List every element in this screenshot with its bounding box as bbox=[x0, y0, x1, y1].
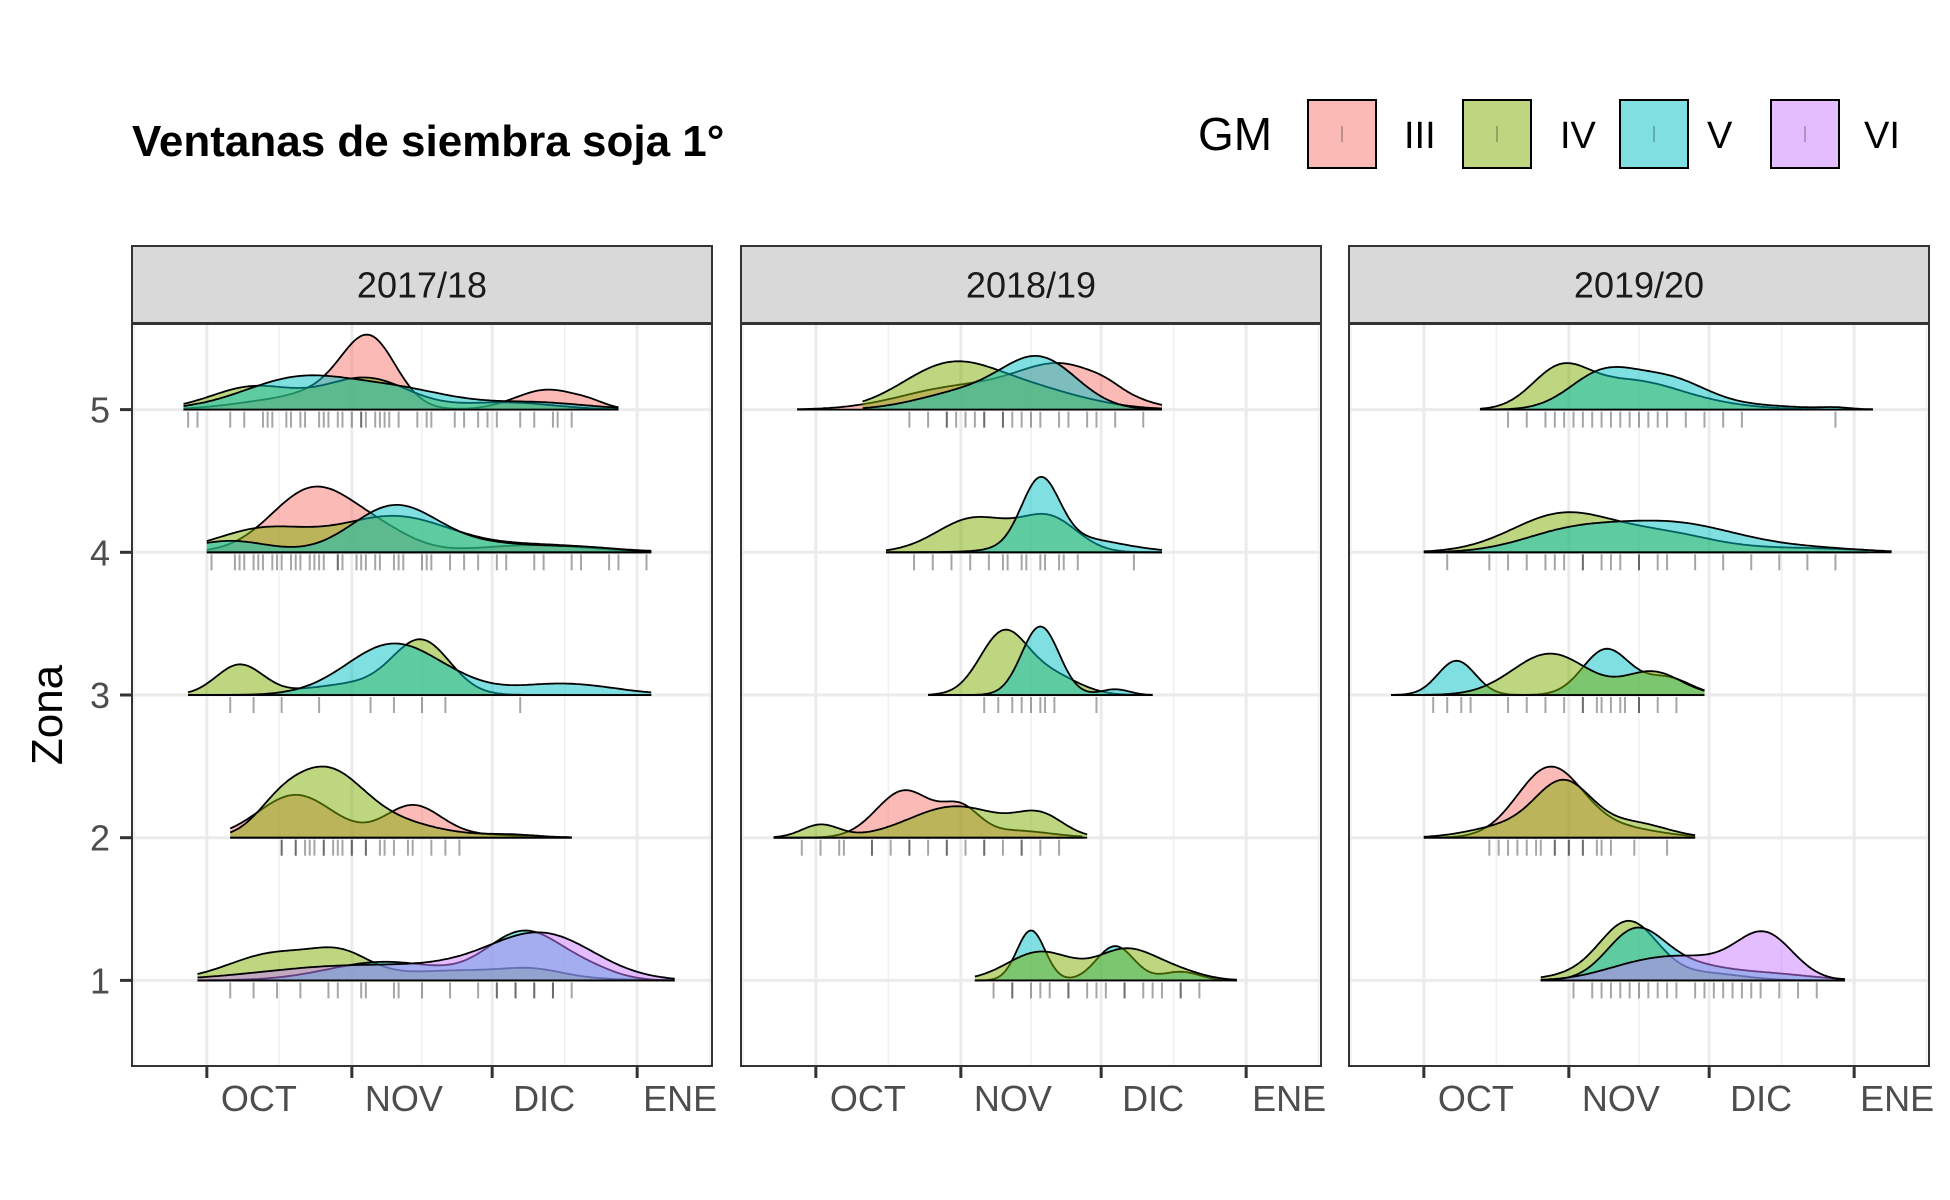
ridge-outline-zona2-gmIV bbox=[773, 805, 1088, 838]
ridge-outline-zona4-gmV bbox=[1423, 519, 1892, 553]
facet-strip-label: 2019/20 bbox=[1574, 265, 1704, 306]
y-tick-label: 4 bbox=[90, 532, 110, 573]
legend-title: GM bbox=[1198, 108, 1272, 160]
x-tick-label: ENE bbox=[643, 1078, 717, 1119]
panel-2019-20: 2019/20 OCT NOV DIC ENE bbox=[1348, 245, 1934, 1119]
x-tick-label: DIC bbox=[513, 1078, 575, 1119]
chart-title: Ventanas de siembra soja 1° bbox=[132, 117, 724, 166]
facet-panels: 2017/18 OCT NOV DIC ENE 1 2 3 4 5 2018/19 OCT NOV DIC… bbox=[90, 245, 1934, 1119]
legend-key-V bbox=[1619, 99, 1689, 169]
legend-key-IV bbox=[1462, 99, 1532, 169]
y-tick-label: 5 bbox=[90, 390, 110, 431]
ridge-outline-zona4-gmV bbox=[206, 504, 652, 553]
x-tick-label: NOV bbox=[365, 1078, 443, 1119]
x-tick-label: ENE bbox=[1860, 1078, 1934, 1119]
ridge-fill-zona5-gmV bbox=[183, 375, 619, 410]
panel-2017-18: 2017/18 OCT NOV DIC ENE 1 2 3 4 5 bbox=[90, 245, 717, 1119]
x-tick-label: ENE bbox=[1252, 1078, 1326, 1119]
ridge-fill-zona1-gmIV bbox=[974, 948, 1237, 981]
ridge-outline-zona1-gmIV bbox=[974, 947, 1237, 981]
legend-label-V: V bbox=[1707, 115, 1733, 157]
density-ridges bbox=[1391, 362, 1892, 999]
x-tick-label: OCT bbox=[221, 1078, 297, 1119]
ridge-fill-zona2-gmIV bbox=[773, 806, 1088, 838]
ridge-outline-zona1-gmVI bbox=[1540, 930, 1845, 981]
x-tick-label: DIC bbox=[1122, 1078, 1184, 1119]
ridge-fill-zona4-gmV bbox=[886, 476, 1162, 553]
ridge-outline-zona5-gmV bbox=[183, 374, 619, 409]
panel-2018-19: 2018/19 OCT NOV DIC ENE bbox=[740, 245, 1326, 1119]
y-tick-label: 1 bbox=[90, 960, 110, 1001]
facet-strip-label: 2017/18 bbox=[357, 265, 487, 306]
ridge-fill-zona1-gmVI bbox=[197, 932, 675, 981]
ridge-outline-zona2-gmIV bbox=[229, 765, 572, 839]
ridge-outline-zona1-gmVI bbox=[197, 931, 675, 980]
x-tick-label: DIC bbox=[1730, 1078, 1792, 1119]
facet-strip bbox=[1348, 245, 1930, 324]
ridge-fill-zona3-gmV bbox=[928, 626, 1153, 695]
x-tick-label: NOV bbox=[974, 1078, 1052, 1119]
panel-border bbox=[740, 323, 1322, 1067]
y-tick-label: 3 bbox=[90, 675, 110, 716]
facet-strip bbox=[131, 245, 713, 324]
ridge-fill-zona3-gmV bbox=[188, 643, 652, 695]
x-tick-label: NOV bbox=[1582, 1078, 1660, 1119]
density-ridges bbox=[773, 355, 1237, 999]
ridge-fill-zona2-gmIV bbox=[1423, 779, 1696, 838]
legend-label-VI: VI bbox=[1864, 115, 1900, 157]
facet-strip-label: 2018/19 bbox=[966, 265, 1096, 306]
panel-border bbox=[1348, 323, 1930, 1067]
legend-key-VI bbox=[1770, 99, 1840, 169]
density-ridges bbox=[183, 333, 675, 999]
x-tick-label: OCT bbox=[830, 1078, 906, 1119]
legend-key-III bbox=[1307, 99, 1377, 169]
x-tick-label: OCT bbox=[1438, 1078, 1514, 1119]
ridge-fill-zona3-gmIV bbox=[1391, 653, 1705, 695]
legend-label-III: III bbox=[1404, 115, 1436, 157]
ridge-outline-zona2-gmIV bbox=[1423, 778, 1696, 838]
y-axis-title: Zona bbox=[23, 664, 72, 765]
ridge-fill-zona5-gmV bbox=[1480, 366, 1873, 410]
ridge-outline-zona5-gmV bbox=[862, 355, 1163, 411]
ridge-outline-zona5-gmV bbox=[1480, 365, 1873, 411]
ridge-fill-zona2-gmIV bbox=[230, 766, 572, 838]
ridge-outline-zona3-gmV bbox=[188, 642, 652, 696]
y-tick-label: 2 bbox=[90, 818, 110, 859]
ridge-fill-zona4-gmV bbox=[206, 504, 652, 553]
legend-label-IV: IV bbox=[1560, 115, 1597, 157]
ridge-fill-zona4-gmV bbox=[1423, 520, 1892, 553]
legend: GM III IV V VI bbox=[1198, 99, 1900, 169]
facet-strip bbox=[740, 245, 1322, 324]
ridge-fill-zona5-gmV bbox=[862, 355, 1162, 410]
